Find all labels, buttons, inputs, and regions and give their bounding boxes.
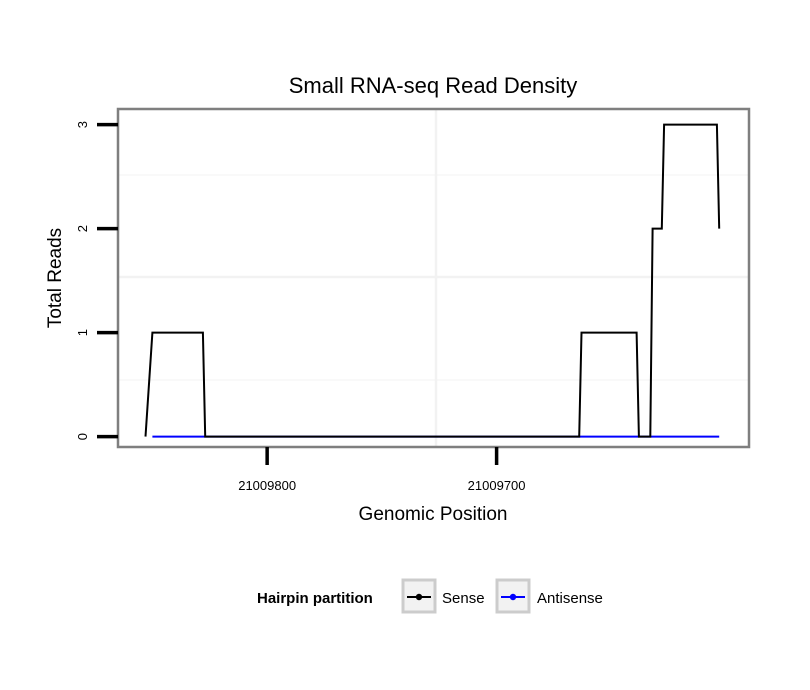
y-axis-title: Total Reads (45, 228, 66, 328)
legend-label-antisense: Antisense (537, 590, 603, 607)
grid-major (118, 109, 749, 447)
legend: Hairpin partition Sense Antisense (257, 578, 603, 614)
legend-label-sense: Sense (442, 590, 485, 607)
x-axis: 21009800 21009700 (238, 447, 526, 493)
legend-key-antisense-point (509, 593, 517, 601)
y-tick-label: 1 (75, 329, 90, 336)
y-tick-label: 2 (75, 225, 90, 232)
x-tick-label: 21009800 (238, 478, 296, 493)
y-tick-label: 3 (75, 121, 90, 128)
plot-border (116, 107, 751, 449)
y-axis: 0 1 2 3 (75, 121, 118, 440)
chart-title: Small RNA-seq Read Density (289, 73, 578, 98)
grid-minor (118, 174, 749, 381)
legend-title: Hairpin partition (257, 590, 373, 607)
legend-key-sense-point (415, 593, 423, 601)
series-line-sense (144, 123, 721, 438)
series-layer (144, 123, 721, 438)
x-axis-title: Genomic Position (359, 504, 508, 525)
x-tick-label: 21009700 (468, 478, 526, 493)
y-tick-label: 0 (75, 433, 90, 440)
